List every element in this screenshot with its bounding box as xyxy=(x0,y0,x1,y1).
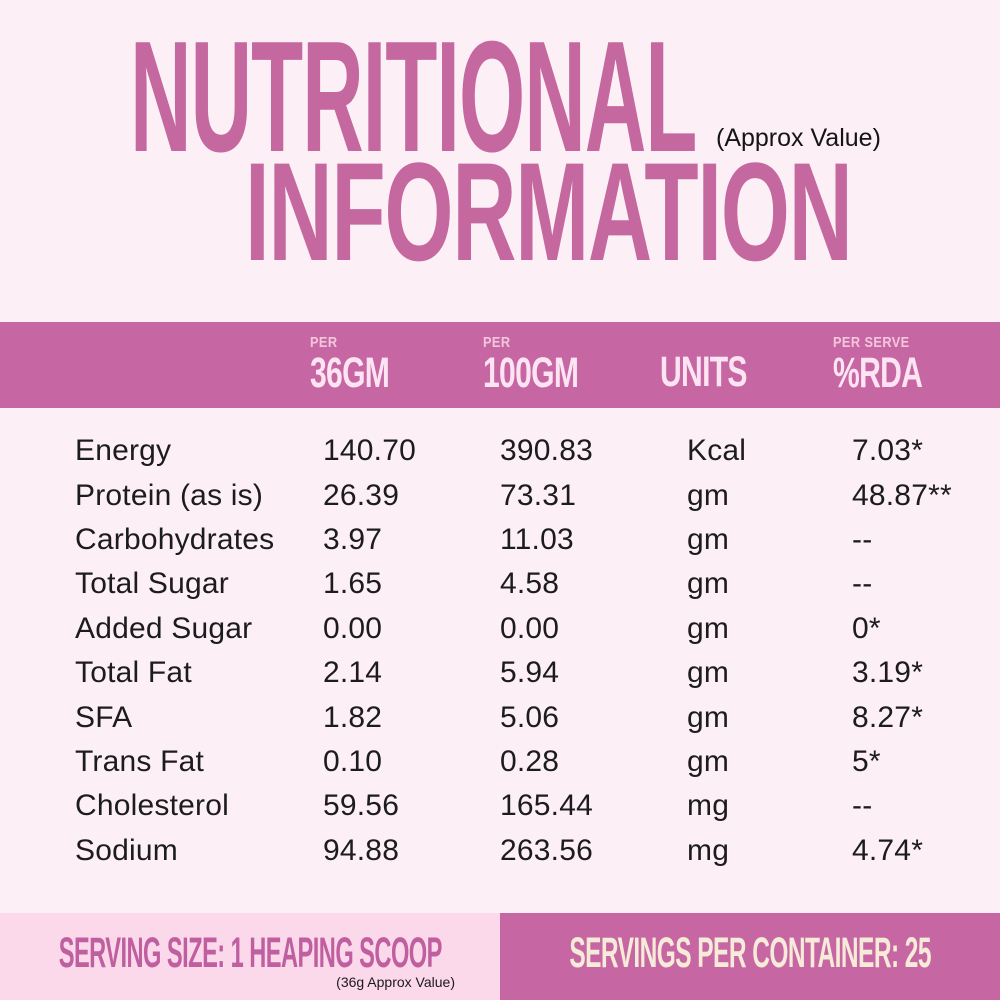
serving-size-panel: SERVING SIZE: 1 HEAPING SCOOP (36g Appro… xyxy=(0,913,500,1000)
nutrient-name: Energy xyxy=(75,434,172,468)
nutrient-name: SFA xyxy=(75,700,133,734)
table-row-total-sugar: Total Sugar 1.65 4.58 gm -- xyxy=(0,562,1000,606)
value-units: gm xyxy=(687,611,730,645)
serving-size-text: SERVING SIZE: 1 HEAPING SCOOP xyxy=(58,929,442,977)
value-per-100gm: 5.06 xyxy=(500,700,560,734)
value-per-36gm: 26.39 xyxy=(323,478,400,512)
serving-size-note: (36g Approx Value) xyxy=(336,974,455,990)
column-header-per-100gm: PER 100GM xyxy=(483,334,619,397)
column-header-rda: PER SERVE %RDA xyxy=(833,334,960,397)
nutrition-table-body: Energy 140.70 390.83 Kcal 7.03* Protein … xyxy=(0,429,1000,873)
value-per-100gm: 263.56 xyxy=(500,833,593,867)
column-header-per-36gm-main: 36GM xyxy=(310,349,390,397)
servings-per-container-panel: SERVINGS PER CONTAINER: 25 xyxy=(500,913,1000,1000)
value-units: gm xyxy=(687,522,730,556)
value-units: Kcal xyxy=(687,434,747,468)
value-units: gm xyxy=(687,700,730,734)
nutrient-name: Protein (as is) xyxy=(75,478,264,512)
value-units: gm xyxy=(687,567,730,601)
table-row-carbohydrates: Carbohydrates 3.97 11.03 gm -- xyxy=(0,518,1000,562)
table-row-cholesterol: Cholesterol 59.56 165.44 mg -- xyxy=(0,784,1000,828)
nutrient-name: Total Sugar xyxy=(75,567,229,601)
nutrient-name: Cholesterol xyxy=(75,789,229,823)
value-per-100gm: 165.44 xyxy=(500,789,593,823)
column-header-units: UNITS xyxy=(660,334,784,396)
table-row-sfa: SFA 1.82 5.06 gm 8.27* xyxy=(0,695,1000,739)
value-per-36gm: 3.97 xyxy=(323,522,383,556)
nutrient-name: Trans Fat xyxy=(75,744,205,778)
title-approx-note: (Approx Value) xyxy=(716,124,881,152)
value-rda: -- xyxy=(852,789,873,823)
table-header-bar: PER 36GM PER 100GM UNITS PER SERVE %RDA xyxy=(0,322,1000,408)
value-per-100gm: 11.03 xyxy=(500,522,574,556)
column-header-rda-sub: PER SERVE xyxy=(833,334,910,351)
value-per-100gm: 4.58 xyxy=(500,567,560,601)
value-rda: 8.27* xyxy=(852,700,924,734)
value-per-36gm: 1.65 xyxy=(323,567,383,601)
value-units: mg xyxy=(687,833,730,867)
value-rda: -- xyxy=(852,522,873,556)
servings-per-container-text: SERVINGS PER CONTAINER: 25 xyxy=(569,929,931,977)
column-header-per-36gm: PER 36GM xyxy=(310,334,423,397)
column-header-per-100gm-main: 100GM xyxy=(483,349,579,397)
value-rda: 3.19* xyxy=(852,656,924,690)
table-row-energy: Energy 140.70 390.83 Kcal 7.03* xyxy=(0,429,1000,473)
nutrient-name: Sodium xyxy=(75,833,178,867)
table-row-added-sugar: Added Sugar 0.00 0.00 gm 0* xyxy=(0,607,1000,651)
table-row-total-fat: Total Fat 2.14 5.94 gm 3.19* xyxy=(0,651,1000,695)
column-header-per-100gm-sub: PER xyxy=(483,334,511,351)
nutrient-name: Added Sugar xyxy=(75,611,253,645)
value-per-36gm: 1.82 xyxy=(323,700,383,734)
value-rda: 0* xyxy=(852,611,881,645)
value-units: gm xyxy=(687,656,730,690)
column-header-units-main: UNITS xyxy=(660,348,747,396)
value-per-100gm: 0.28 xyxy=(500,744,560,778)
value-per-100gm: 73.31 xyxy=(500,478,577,512)
page-title-line-1: NUTRITIONAL xyxy=(130,9,697,185)
column-header-rda-main: %RDA xyxy=(833,349,923,397)
nutrient-name: Total Fat xyxy=(75,656,192,690)
value-rda: 48.87** xyxy=(852,478,952,512)
value-per-36gm: 94.88 xyxy=(323,833,400,867)
page-title-line-2: INFORMATION xyxy=(245,133,853,290)
table-row-sodium: Sodium 94.88 263.56 mg 4.74* xyxy=(0,829,1000,873)
value-per-36gm: 59.56 xyxy=(323,789,400,823)
table-row-protein: Protein (as is) 26.39 73.31 gm 48.87** xyxy=(0,473,1000,517)
value-rda: -- xyxy=(852,567,873,601)
value-rda: 5* xyxy=(852,744,881,778)
value-rda: 7.03* xyxy=(852,434,924,468)
value-per-36gm: 0.10 xyxy=(323,744,383,778)
nutrient-name: Carbohydrates xyxy=(75,522,275,556)
table-row-trans-fat: Trans Fat 0.10 0.28 gm 5* xyxy=(0,740,1000,784)
value-rda: 4.74* xyxy=(852,833,924,867)
value-per-100gm: 390.83 xyxy=(500,434,593,468)
column-header-per-36gm-sub: PER xyxy=(310,334,338,351)
value-units: gm xyxy=(687,478,730,512)
value-per-36gm: 140.70 xyxy=(323,434,416,468)
value-per-36gm: 2.14 xyxy=(323,656,383,690)
value-units: gm xyxy=(687,744,730,778)
value-per-36gm: 0.00 xyxy=(323,611,383,645)
value-per-100gm: 5.94 xyxy=(500,656,560,690)
value-units: mg xyxy=(687,789,730,823)
value-per-100gm: 0.00 xyxy=(500,611,560,645)
